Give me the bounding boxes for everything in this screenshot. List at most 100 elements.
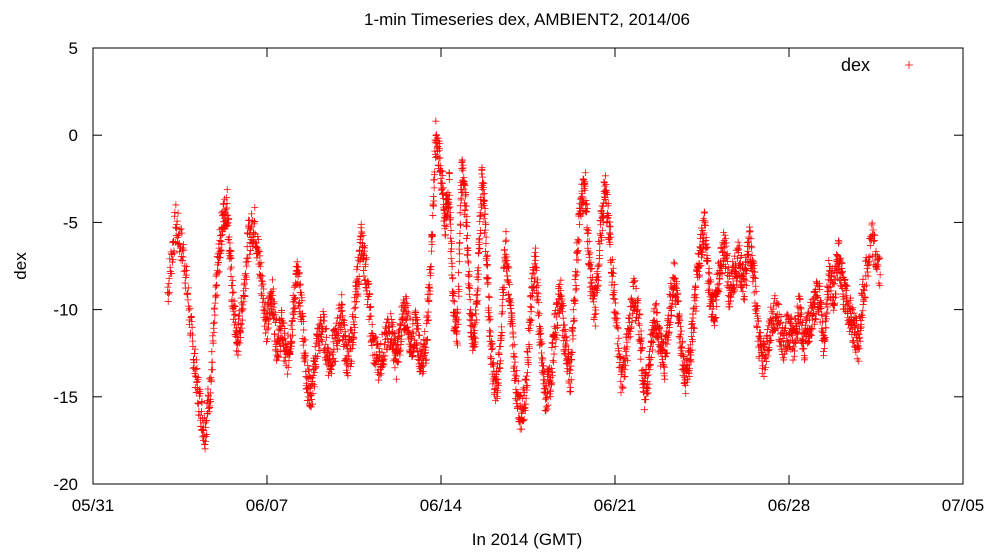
data-point xyxy=(457,186,465,194)
data-point xyxy=(644,389,652,397)
data-point xyxy=(673,286,681,294)
data-point xyxy=(533,264,541,272)
data-point xyxy=(480,215,488,223)
data-point xyxy=(455,269,463,277)
data-point xyxy=(462,190,470,198)
data-point xyxy=(499,308,507,316)
data-point xyxy=(412,308,420,316)
data-point xyxy=(762,358,770,366)
data-point xyxy=(224,219,232,227)
data-point xyxy=(222,205,230,213)
data-point xyxy=(311,358,319,366)
data-point xyxy=(783,347,791,355)
data-point xyxy=(631,277,639,285)
x-tick: 06/14 xyxy=(420,48,462,515)
data-point xyxy=(237,334,245,342)
data-point xyxy=(288,339,296,347)
legend-marker-symbol xyxy=(905,61,913,69)
data-point xyxy=(635,321,643,329)
data-point xyxy=(723,250,731,258)
data-point xyxy=(573,268,581,276)
data-point xyxy=(205,399,213,407)
data-point xyxy=(262,329,270,337)
data-point xyxy=(687,332,695,340)
data-point xyxy=(402,293,410,301)
data-point xyxy=(477,229,485,237)
data-point xyxy=(731,287,739,295)
data-point xyxy=(594,287,602,295)
data-point xyxy=(422,355,430,363)
data-point xyxy=(213,281,221,289)
data-point xyxy=(634,306,642,314)
x-tick-label: 07/05 xyxy=(942,496,985,515)
data-point xyxy=(765,346,773,354)
data-point xyxy=(220,200,228,208)
data-point xyxy=(539,354,547,362)
x-tick-label: 05/31 xyxy=(72,496,115,515)
data-point xyxy=(338,301,346,309)
data-point xyxy=(598,233,606,241)
data-point xyxy=(842,286,850,294)
data-point xyxy=(526,327,534,335)
data-point xyxy=(265,315,273,323)
data-point xyxy=(868,236,876,244)
data-point xyxy=(628,318,636,326)
data-point xyxy=(403,307,411,315)
data-point xyxy=(581,169,589,177)
data-point xyxy=(859,307,867,315)
data-point xyxy=(234,348,242,356)
data-point xyxy=(241,279,249,287)
data-point xyxy=(481,226,489,234)
data-point xyxy=(196,390,204,398)
data-point xyxy=(616,352,624,360)
data-point xyxy=(828,279,836,287)
data-point xyxy=(774,325,782,333)
data-point xyxy=(384,334,392,342)
data-point xyxy=(663,349,671,357)
data-point xyxy=(685,347,693,355)
data-point xyxy=(165,275,173,282)
data-point xyxy=(520,415,528,423)
data-point xyxy=(640,379,648,387)
data-point xyxy=(503,256,511,264)
data-point xyxy=(876,281,884,289)
data-point xyxy=(422,343,430,351)
data-point xyxy=(212,272,220,280)
data-point xyxy=(658,338,666,346)
data-point xyxy=(676,317,684,325)
data-point xyxy=(626,311,634,319)
data-point xyxy=(330,327,338,335)
data-point xyxy=(340,332,348,340)
data-point xyxy=(420,368,428,376)
data-point xyxy=(439,171,447,179)
data-point xyxy=(437,175,445,183)
data-point xyxy=(476,235,484,243)
data-point xyxy=(611,295,619,303)
data-point xyxy=(692,294,700,302)
data-point xyxy=(808,295,816,303)
data-point xyxy=(348,359,356,367)
data-point xyxy=(300,318,308,326)
data-point xyxy=(811,314,819,322)
data-point xyxy=(549,356,557,364)
data-point xyxy=(354,290,362,298)
data-point xyxy=(559,308,567,316)
data-point xyxy=(427,263,435,271)
data-point xyxy=(811,320,819,328)
data-point xyxy=(363,284,371,292)
data-point xyxy=(518,425,526,433)
data-point xyxy=(702,244,710,252)
data-point xyxy=(544,372,552,380)
data-point xyxy=(632,284,640,292)
data-point xyxy=(597,232,605,240)
data-point xyxy=(470,343,478,351)
data-point xyxy=(606,230,614,238)
data-point xyxy=(734,238,742,246)
data-point xyxy=(255,246,263,254)
data-point xyxy=(168,270,176,278)
data-point xyxy=(750,274,758,282)
data-point xyxy=(301,336,309,344)
data-point xyxy=(806,330,814,338)
data-point xyxy=(691,297,699,305)
data-point xyxy=(522,400,530,408)
